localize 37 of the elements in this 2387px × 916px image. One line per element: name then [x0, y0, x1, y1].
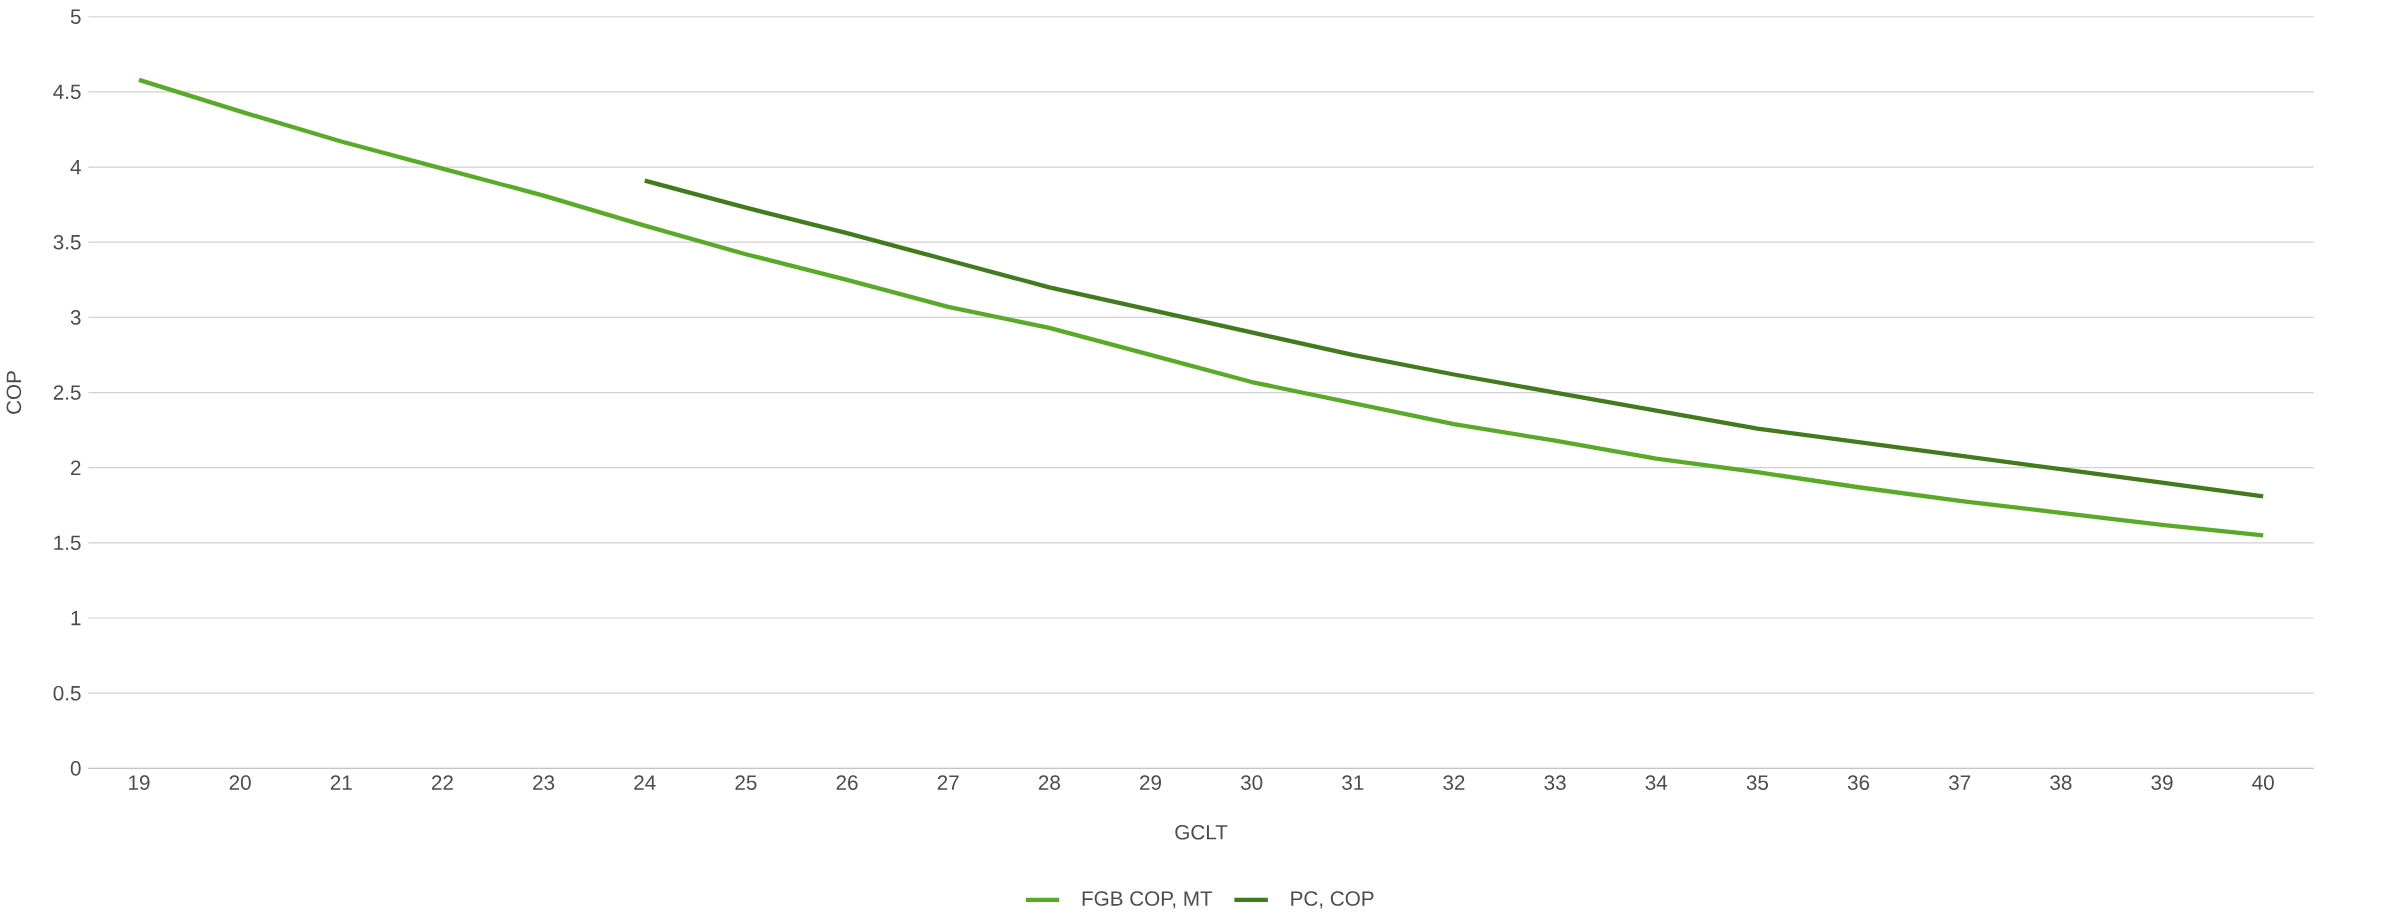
x-tick-label: 34 [1645, 775, 1668, 790]
y-tick-label: 4.5 [53, 84, 81, 99]
x-axis-title: GCLT [1175, 824, 1228, 840]
y-tick-label: 3.5 [53, 234, 81, 250]
legend-label: PC, COP [1291, 891, 1374, 909]
x-tick-label: 27 [937, 775, 959, 790]
x-tick-label: 37 [1949, 775, 1971, 790]
x-tick-label: 19 [129, 775, 150, 790]
x-tick-label: 24 [634, 775, 656, 790]
x-tick-label: 25 [735, 775, 757, 790]
x-tick-label: 21 [330, 775, 352, 790]
y-tick-label: 0.5 [53, 685, 81, 701]
y-tick-label: 2.5 [53, 385, 81, 400]
y-tick-label: 1 [71, 610, 81, 625]
y-tick-label: 5 [70, 9, 81, 24]
y-axis-title: COP [6, 371, 22, 414]
x-tick-label: 22 [431, 775, 453, 790]
x-tick-label: 39 [2151, 775, 2173, 790]
x-tick-label: 23 [533, 775, 555, 790]
x-tick-label: 31 [1342, 775, 1364, 790]
y-tick-label: 3 [70, 309, 81, 325]
y-tick-label: 2 [71, 460, 81, 475]
x-tick-label: 28 [1038, 775, 1060, 790]
y-tick-label: 4 [70, 159, 81, 174]
x-tick-label: 30 [1240, 775, 1263, 790]
x-tick-label: 32 [1443, 775, 1465, 790]
x-tick-label: 33 [1544, 775, 1566, 790]
x-tick-label: 36 [1847, 775, 1870, 790]
legend-label: FGB COP, MT [1082, 891, 1213, 909]
x-tick-label: 40 [2252, 775, 2274, 790]
y-tick-label: 1.5 [54, 535, 81, 550]
x-tick-label: 29 [1140, 775, 1162, 790]
y-tick-label: 0 [70, 760, 81, 776]
x-tick-label: 20 [229, 775, 251, 790]
x-tick-label: 35 [1746, 775, 1769, 790]
x-tick-label: 26 [836, 775, 858, 790]
x-tick-label: 38 [2050, 775, 2072, 790]
